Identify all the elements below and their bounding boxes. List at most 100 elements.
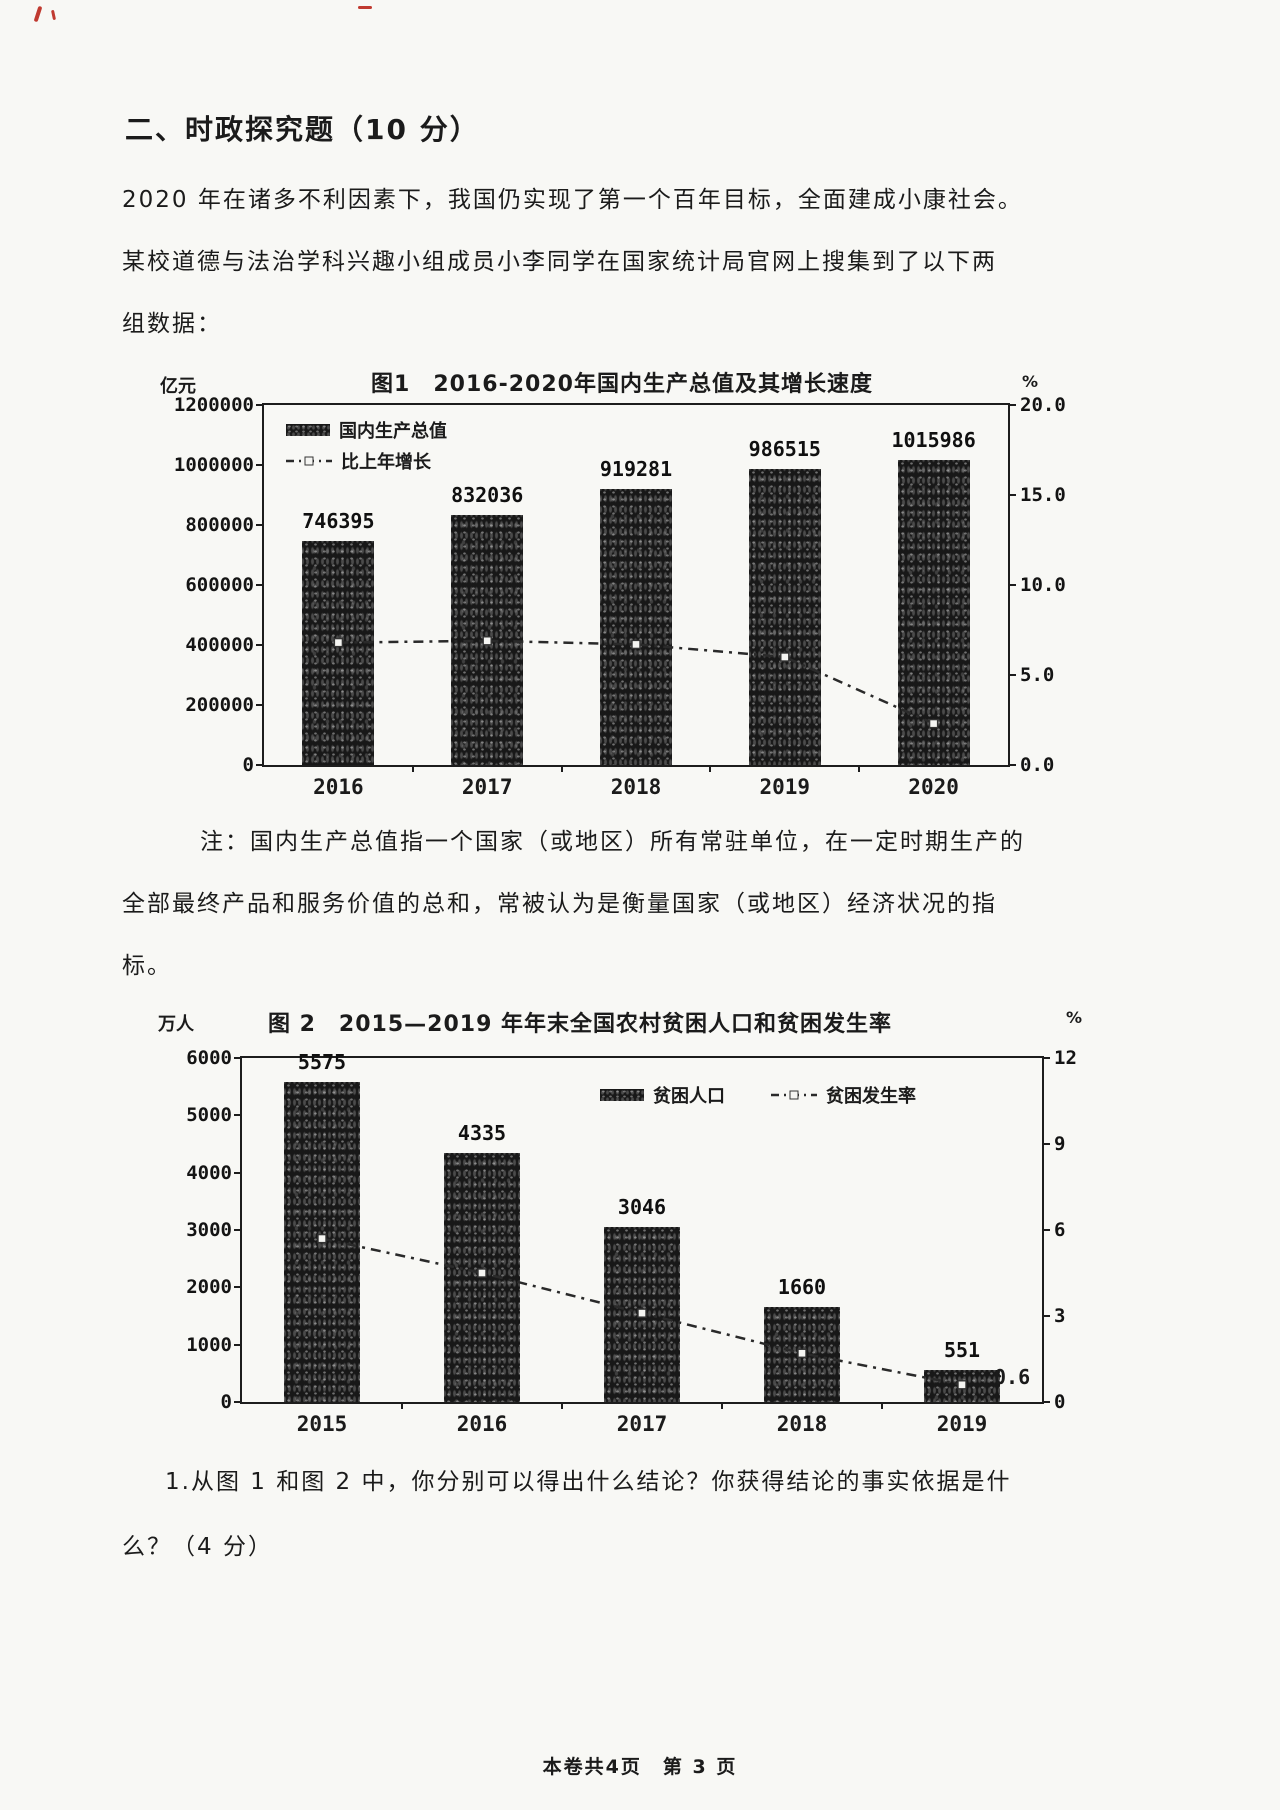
note-line-1: 注：国内生产总值指一个国家（或地区）所有常驻单位，在一定时期生产的 <box>200 829 1025 855</box>
right-axis-tick-label: 0 <box>1054 1391 1066 1413</box>
left-axis-tick-label: 4000 <box>186 1161 232 1184</box>
scan-artifact <box>50 9 57 21</box>
chart1-left-axis-unit: 亿元 <box>160 376 196 397</box>
right-axis-tickmark <box>1042 1229 1050 1231</box>
legend-label: 贫困发生率 <box>826 1086 916 1107</box>
left-axis-tickmark <box>234 1114 242 1117</box>
bar-value-label: 746395 <box>302 509 375 534</box>
chart2-right-axis-unit: % <box>1066 1008 1083 1027</box>
bar-value-label: 986515 <box>748 437 821 462</box>
left-axis-tick-label: 600000 <box>185 574 254 596</box>
left-axis-tick-label: 5000 <box>186 1104 232 1127</box>
left-axis-tick-label: 0 <box>242 754 254 776</box>
chart1-right-axis-unit: % <box>1022 372 1039 391</box>
x-axis-tickmark <box>721 1402 723 1409</box>
left-axis-tick-label: 2000 <box>186 1276 232 1299</box>
scan-artifact <box>358 6 372 9</box>
right-axis-tickmark <box>1008 764 1016 766</box>
left-axis-tick-label: 800000 <box>185 514 254 536</box>
line-swatch-icon <box>286 456 332 466</box>
left-axis-tickmark <box>256 404 264 406</box>
right-axis-tickmark <box>1042 1143 1050 1145</box>
legend-item: 国内生产总值 <box>286 417 447 443</box>
question-line-2: 么？（4 分） <box>122 1534 273 1560</box>
left-axis-tickmark <box>234 1343 242 1346</box>
growth-line <box>317 1233 967 1390</box>
right-axis-tickmark <box>1042 1401 1050 1403</box>
bar-2016 <box>444 1153 520 1402</box>
left-axis-tick-label: 1000 <box>186 1333 232 1356</box>
right-axis-tick-label: 5.0 <box>1020 664 1055 686</box>
right-axis-tickmark <box>1042 1057 1050 1059</box>
chart2-title: 图 2 2015—2019 年年末全国农村贫困人口和贫困发生率 <box>267 1012 893 1037</box>
bar-2017 <box>451 515 524 765</box>
x-axis-label: 2020 <box>908 775 959 799</box>
intro-line-1: 2020 年在诸多不利因素下，我国仍实现了第一个百年目标，全面建成小康社会。 <box>122 187 1023 213</box>
left-axis-tick-label: 400000 <box>185 634 254 656</box>
chart-legend: 贫困人口 贫困发生率 <box>600 1082 916 1108</box>
intro-line-3: 组数据： <box>122 311 222 337</box>
note-line-3: 标。 <box>122 953 172 979</box>
left-axis-tickmark <box>256 644 264 646</box>
bar-value-label: 832036 <box>451 483 524 508</box>
left-axis-tickmark <box>234 1171 242 1174</box>
right-axis-tick-label: 20.0 <box>1020 394 1066 416</box>
bar-value-label: 551 <box>943 1338 981 1363</box>
growth-line <box>333 636 939 729</box>
left-axis-tick-label: 1000000 <box>173 454 254 476</box>
left-axis-tickmark <box>256 764 264 766</box>
right-axis-tick-label: 9 <box>1054 1133 1066 1155</box>
question-line-1: 1.从图 1 和图 2 中，你分别可以得出什么结论？你获得结论的事实依据是什 <box>165 1469 1012 1495</box>
left-axis-tickmark <box>256 704 264 706</box>
x-axis-label: 2016 <box>456 1412 508 1436</box>
right-axis-tick-label: 3 <box>1054 1305 1066 1327</box>
right-axis-tick-label: 12 <box>1054 1047 1077 1069</box>
line-swatch-icon <box>771 1090 817 1100</box>
left-axis-tickmark <box>256 464 264 466</box>
x-axis-label: 2017 <box>461 775 513 799</box>
x-axis-label: 2018 <box>610 775 662 799</box>
bar-value-label: 3046 <box>617 1195 667 1220</box>
bar-swatch-icon <box>286 424 330 436</box>
legend-label: 贫困人口 <box>653 1086 725 1107</box>
bar-2018 <box>600 489 672 765</box>
right-axis-tick-label: 0.0 <box>1020 754 1055 776</box>
line-marker <box>482 636 492 646</box>
bar-2016 <box>302 541 375 765</box>
intro-line-2: 某校道德与法治学科兴趣小组成员小李同学在国家统计局官网上搜集到了以下两 <box>122 249 997 275</box>
right-axis-tickmark <box>1008 674 1016 676</box>
line-marker <box>780 652 790 662</box>
line-marker <box>957 1380 967 1390</box>
right-axis-tick-label: 10.0 <box>1020 574 1066 596</box>
legend-item: 贫困发生率 <box>771 1082 916 1108</box>
right-axis-tick-label: 15.0 <box>1020 484 1066 506</box>
x-axis-tickmark <box>411 765 414 772</box>
left-axis-tick-label: 0 <box>220 1391 232 1413</box>
right-axis-tickmark <box>1008 404 1016 406</box>
chart2-left-axis-unit: 万人 <box>158 1014 194 1035</box>
right-axis-tick-label: 6 <box>1054 1219 1066 1241</box>
left-axis-tickmark <box>234 1286 242 1289</box>
note-line-2: 全部最终产品和服务价值的总和，常被认为是衡量国家（或地区）经济状况的指 <box>122 891 997 917</box>
bar-value-label: 1015986 <box>891 428 976 453</box>
line-end-value-label: 0.6 <box>994 1364 1031 1389</box>
x-axis-tickmark <box>709 765 712 772</box>
chart1-title: 图1 2016-2020年国内生产总值及其增长速度 <box>371 372 873 397</box>
line-marker <box>637 1308 647 1318</box>
left-axis-tick-label: 3000 <box>186 1219 232 1241</box>
left-axis-tickmark <box>234 1401 242 1403</box>
line-marker <box>333 637 344 648</box>
bar-value-label: 919281 <box>599 457 673 482</box>
legend-label: 比上年增长 <box>341 452 431 473</box>
bar-2019 <box>748 469 821 765</box>
x-axis-tickmark <box>881 1402 883 1409</box>
bar-2020 <box>897 460 970 765</box>
bar-value-label: 4335 <box>457 1121 507 1146</box>
x-axis-label: 2019 <box>936 1412 988 1436</box>
x-axis-label: 2018 <box>776 1412 828 1436</box>
legend-item: 贫困人口 <box>600 1082 725 1108</box>
chart-legend: 国内生产总值比上年增长 <box>286 417 447 474</box>
footer-page-info: 本卷共4页 第 3 页 <box>542 1756 738 1778</box>
bar-value-label: 5575 <box>297 1050 347 1075</box>
left-axis-tick-label: 6000 <box>186 1047 232 1069</box>
